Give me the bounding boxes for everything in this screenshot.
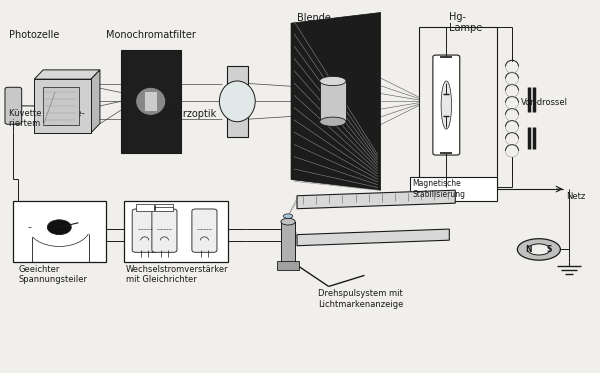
Bar <box>57 242 67 251</box>
Bar <box>320 81 346 122</box>
Text: Hg-
Lampe: Hg- Lampe <box>449 12 482 33</box>
FancyBboxPatch shape <box>152 209 177 252</box>
Bar <box>34 79 91 133</box>
Circle shape <box>47 220 71 235</box>
Text: Magnetische
Stabilisierung: Magnetische Stabilisierung <box>412 179 465 199</box>
Bar <box>121 50 181 153</box>
Ellipse shape <box>527 244 550 255</box>
FancyBboxPatch shape <box>433 55 460 155</box>
Bar <box>410 177 497 201</box>
Bar <box>124 201 229 262</box>
Polygon shape <box>297 229 449 246</box>
Ellipse shape <box>281 218 295 225</box>
Bar <box>46 241 57 250</box>
Text: Quarzoptik: Quarzoptik <box>164 109 217 119</box>
Bar <box>30 236 45 245</box>
Ellipse shape <box>320 117 346 126</box>
FancyBboxPatch shape <box>5 87 22 124</box>
FancyBboxPatch shape <box>192 209 217 252</box>
Text: Monochromatfilter: Monochromatfilter <box>106 30 196 40</box>
Ellipse shape <box>283 214 293 218</box>
Bar <box>277 261 299 270</box>
Bar <box>13 201 106 262</box>
Bar <box>62 241 73 250</box>
Bar <box>52 242 61 251</box>
Bar <box>40 240 53 250</box>
Text: Vor­drossel: Vor­drossel <box>521 98 568 107</box>
Text: Wechselstromverstärker
mit Gleichrichter: Wechselstromverstärker mit Gleichrichter <box>125 265 228 284</box>
Bar <box>281 222 295 262</box>
Bar <box>77 234 92 243</box>
Polygon shape <box>34 70 100 79</box>
Ellipse shape <box>320 76 346 86</box>
Bar <box>419 27 497 186</box>
Ellipse shape <box>220 81 255 122</box>
Polygon shape <box>91 70 100 133</box>
Polygon shape <box>291 13 380 190</box>
Text: Photozelle: Photozelle <box>9 30 59 40</box>
Text: Netz: Netz <box>566 192 585 201</box>
Text: Drehspulsystem mit
Lichtmarkenanzeige: Drehspulsystem mit Lichtmarkenanzeige <box>318 289 403 309</box>
Bar <box>155 204 173 211</box>
Text: N: N <box>525 245 532 254</box>
Bar <box>74 236 89 245</box>
FancyBboxPatch shape <box>132 209 157 252</box>
Bar <box>43 87 79 125</box>
Polygon shape <box>297 190 455 209</box>
Bar <box>34 238 49 248</box>
Bar <box>136 204 154 211</box>
Bar <box>66 240 79 250</box>
Ellipse shape <box>136 87 166 115</box>
Bar <box>145 92 157 111</box>
Bar <box>70 238 85 248</box>
Text: S: S <box>547 245 553 254</box>
Bar <box>80 231 95 239</box>
Ellipse shape <box>517 239 560 260</box>
Text: Küvette in tempe-
riertem Halter: Küvette in tempe- riertem Halter <box>9 109 85 128</box>
Bar <box>26 234 41 243</box>
Ellipse shape <box>441 81 452 129</box>
Text: Blende: Blende <box>297 13 331 23</box>
Bar <box>227 66 248 137</box>
Text: Geeichter
Spannungsteiler: Geeichter Spannungsteiler <box>18 265 87 284</box>
